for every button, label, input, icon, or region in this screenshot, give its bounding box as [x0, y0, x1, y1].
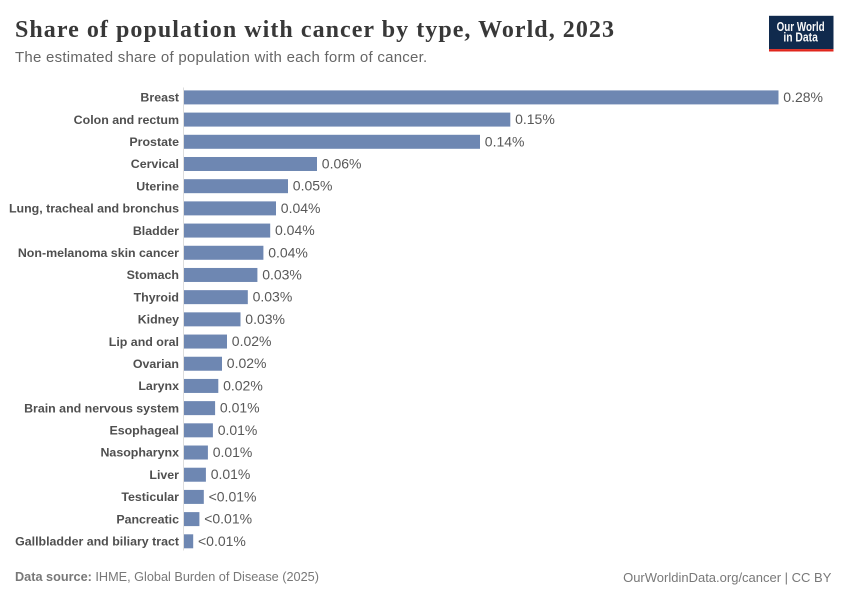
svg-text:0.01%: 0.01% — [213, 444, 253, 460]
svg-text:0.02%: 0.02% — [232, 333, 272, 349]
svg-text:Bladder: Bladder — [133, 224, 179, 238]
svg-text:Esophageal: Esophageal — [109, 424, 179, 438]
svg-text:Kidney: Kidney — [138, 313, 179, 327]
svg-text:Prostate: Prostate — [129, 135, 179, 149]
svg-text:0.03%: 0.03% — [245, 311, 285, 327]
svg-text:Stomach: Stomach — [127, 268, 179, 282]
svg-text:<0.01%: <0.01% — [209, 488, 257, 504]
svg-text:0.02%: 0.02% — [227, 355, 267, 371]
svg-text:Lung, tracheal and bronchus: Lung, tracheal and bronchus — [9, 202, 179, 216]
svg-text:Lip and oral: Lip and oral — [109, 335, 179, 349]
svg-text:Our World: Our World — [777, 20, 825, 34]
svg-text:in Data: in Data — [783, 31, 818, 45]
svg-text:0.04%: 0.04% — [268, 244, 308, 260]
svg-text:0.15%: 0.15% — [515, 111, 555, 127]
svg-text:0.03%: 0.03% — [262, 266, 302, 282]
svg-text:<0.01%: <0.01% — [198, 533, 246, 549]
svg-text:0.01%: 0.01% — [218, 422, 258, 438]
svg-text:0.04%: 0.04% — [281, 200, 321, 216]
svg-text:Cervical: Cervical — [131, 157, 179, 171]
svg-text:Non-melanoma skin cancer: Non-melanoma skin cancer — [18, 246, 179, 260]
svg-text:0.28%: 0.28% — [783, 89, 823, 105]
svg-text:Ovarian: Ovarian — [133, 357, 179, 371]
svg-text:Larynx: Larynx — [138, 379, 179, 393]
svg-text:Colon and rectum: Colon and rectum — [74, 113, 179, 127]
svg-text:0.04%: 0.04% — [275, 222, 315, 238]
svg-text:0.14%: 0.14% — [485, 133, 525, 149]
svg-text:0.06%: 0.06% — [322, 155, 362, 171]
svg-text:Liver: Liver — [149, 468, 179, 482]
svg-text:Brain and nervous system: Brain and nervous system — [24, 401, 179, 415]
svg-text:Testicular: Testicular — [121, 490, 179, 504]
svg-text:Pancreatic: Pancreatic — [116, 512, 179, 526]
svg-text:Thyroid: Thyroid — [134, 290, 179, 304]
svg-text:Gallbladder and biliary tract: Gallbladder and biliary tract — [15, 535, 179, 549]
svg-text:0.05%: 0.05% — [293, 178, 333, 194]
svg-text:0.01%: 0.01% — [220, 400, 260, 416]
svg-text:Nasopharynx: Nasopharynx — [100, 446, 179, 460]
svg-text:Breast: Breast — [140, 91, 179, 105]
svg-text:<0.01%: <0.01% — [204, 511, 252, 527]
svg-text:Uterine: Uterine — [136, 179, 179, 193]
svg-text:0.01%: 0.01% — [211, 466, 251, 482]
svg-text:0.02%: 0.02% — [223, 377, 263, 393]
svg-text:0.03%: 0.03% — [253, 289, 293, 305]
